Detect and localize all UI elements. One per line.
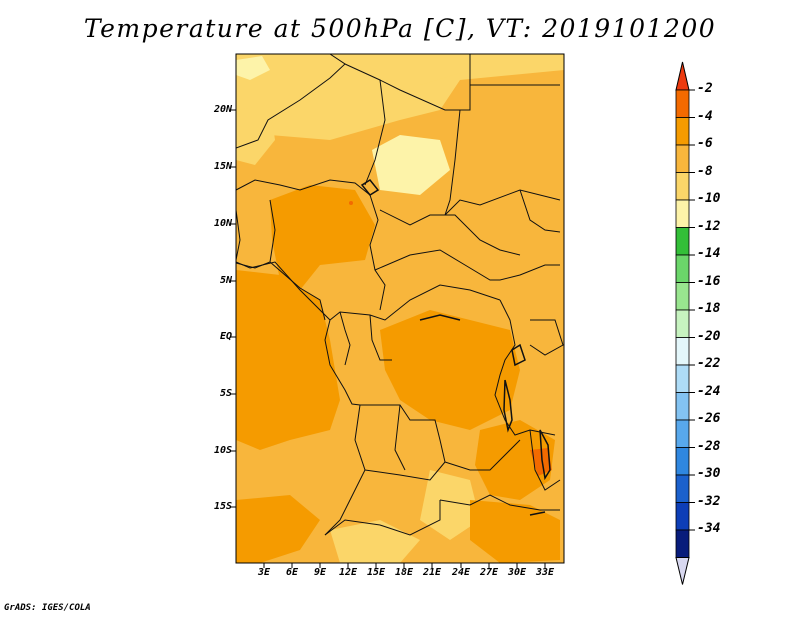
lon-label: 30E bbox=[507, 567, 527, 578]
warm-region-nigeria bbox=[270, 185, 375, 290]
colorbar-label: -34 bbox=[697, 521, 721, 536]
colorbar-swatch bbox=[675, 199, 690, 228]
colorbar-swatch bbox=[675, 117, 690, 146]
colorbar-swatch bbox=[675, 474, 690, 503]
colorbar-label: -20 bbox=[697, 329, 721, 344]
colorbar-label: -14 bbox=[697, 246, 721, 261]
colorbar-label: -30 bbox=[697, 466, 721, 481]
colorbar-label: -4 bbox=[697, 109, 713, 124]
coolest-region-chad bbox=[372, 135, 450, 195]
colorbar bbox=[675, 61, 695, 585]
lon-label: 24E bbox=[451, 567, 471, 578]
lake-victoria bbox=[511, 343, 526, 367]
coolest-region-northwest bbox=[236, 56, 270, 80]
warmest-spot bbox=[530, 448, 552, 476]
lat-label: 10S bbox=[213, 445, 232, 456]
colorbar-swatch bbox=[675, 419, 690, 448]
warm-region-gulf bbox=[236, 270, 340, 450]
warm-region-congo bbox=[380, 310, 520, 430]
colorbar-swatch bbox=[675, 392, 690, 421]
colorbar-label: -22 bbox=[697, 356, 721, 371]
colorbar-swatch bbox=[675, 529, 690, 558]
lat-label: 20N bbox=[213, 104, 232, 115]
lon-label: 12E bbox=[338, 567, 358, 578]
lon-label: 18E bbox=[394, 567, 414, 578]
cool-region-west bbox=[236, 105, 275, 165]
colorbar-label: -28 bbox=[697, 439, 721, 454]
axis-ticks bbox=[231, 109, 546, 568]
lat-label: 10N bbox=[213, 218, 232, 229]
colorbar-swatch bbox=[675, 447, 690, 476]
colorbar-swatch bbox=[675, 282, 690, 311]
map-frame bbox=[235, 53, 565, 564]
lake-chad bbox=[360, 179, 380, 196]
colorbar-label: -16 bbox=[697, 274, 721, 289]
colorbar-swatch bbox=[675, 172, 690, 201]
colorbar-label: -6 bbox=[697, 136, 713, 151]
warm-region-southwest bbox=[236, 495, 320, 563]
colorbar-swatch bbox=[675, 144, 690, 173]
warm-region-east bbox=[475, 420, 555, 500]
colorbar-swatch bbox=[675, 337, 690, 366]
lon-label: 9E bbox=[313, 567, 327, 578]
colorbar-label: -26 bbox=[697, 411, 721, 426]
colorbar-swatch bbox=[675, 89, 690, 118]
colorbar-top-arrow bbox=[675, 61, 690, 91]
grads-credit: GrADS: IGES/COLA bbox=[4, 603, 91, 613]
cool-region-sahara bbox=[300, 54, 470, 100]
colorbar-swatch bbox=[675, 309, 690, 338]
lon-label: 33E bbox=[535, 567, 555, 578]
colorbar-swatch bbox=[675, 227, 690, 256]
lat-label: EQ bbox=[219, 331, 232, 342]
colorbar-label: -10 bbox=[697, 191, 721, 206]
colorbar-label: -24 bbox=[697, 384, 721, 399]
lat-label: 5S bbox=[219, 388, 232, 399]
lat-label: 5N bbox=[219, 275, 232, 286]
lakes bbox=[360, 179, 551, 516]
lon-label: 27E bbox=[479, 567, 499, 578]
colorbar-label: -18 bbox=[697, 301, 721, 316]
warmest-spot-north bbox=[349, 201, 353, 205]
colorbar-label: -8 bbox=[697, 164, 713, 179]
river-segment-south bbox=[529, 511, 546, 516]
lon-label: 3E bbox=[257, 567, 271, 578]
lake-tanganyika bbox=[503, 379, 513, 433]
lake-malawi bbox=[539, 429, 551, 481]
lat-label: 15S bbox=[213, 501, 232, 512]
warm-region-southeast bbox=[470, 500, 560, 563]
lon-label: 6E bbox=[285, 567, 299, 578]
map-title: Temperature at 500hPa [C], VT: 201910120… bbox=[83, 14, 717, 43]
colorbar-label: -2 bbox=[697, 81, 713, 96]
colorbar-swatch bbox=[675, 502, 690, 531]
colorbar-swatch bbox=[675, 254, 690, 283]
lat-label: 15N bbox=[213, 161, 232, 172]
colorbar-bottom-arrow bbox=[675, 557, 690, 585]
colorbar-label: -32 bbox=[697, 494, 721, 509]
lon-label: 15E bbox=[366, 567, 386, 578]
colorbar-swatch bbox=[675, 364, 690, 393]
colorbar-label: -12 bbox=[697, 219, 721, 234]
congo-river-segment bbox=[419, 314, 461, 321]
lon-label: 21E bbox=[422, 567, 442, 578]
country-borders bbox=[236, 54, 564, 536]
